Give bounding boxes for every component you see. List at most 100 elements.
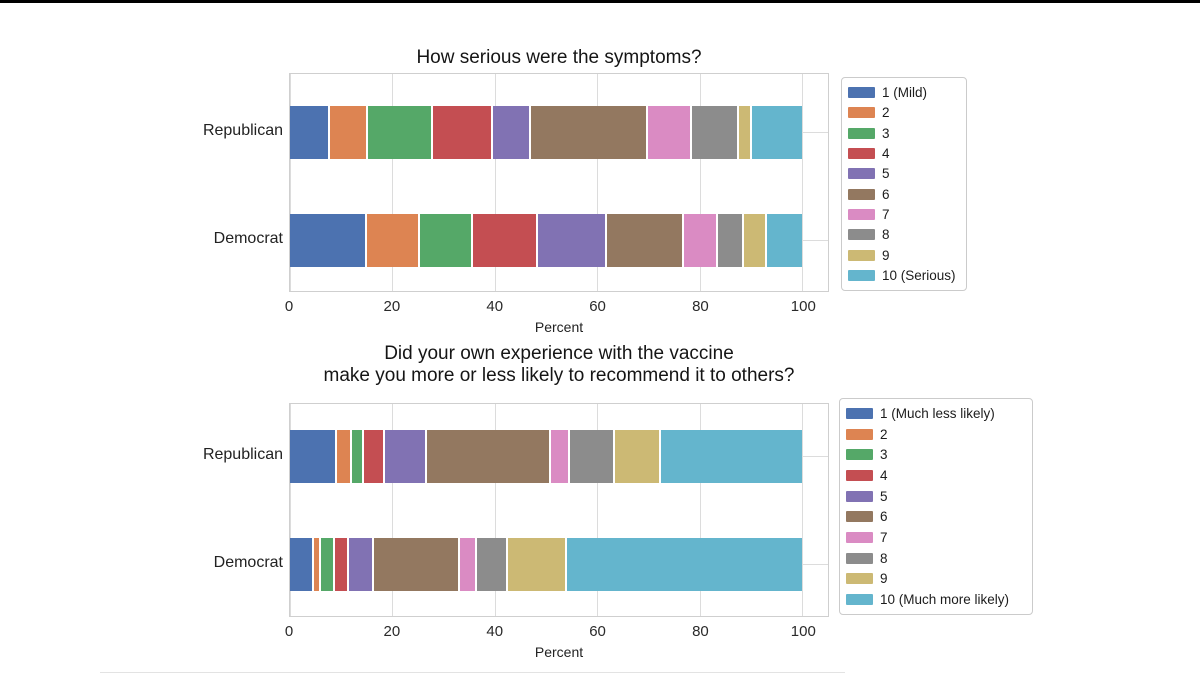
bar-segment: [372, 538, 458, 591]
bar-segment: [750, 106, 803, 159]
chart2-legend: 1 (Much less likely) 2 3 4 5 6 7 8 9 10 (Much mor…: [839, 398, 1033, 615]
x-tick-label: 80: [692, 298, 709, 315]
bar-segment: [361, 430, 384, 483]
legend-label: 3: [882, 125, 890, 141]
legend-item: 4: [848, 146, 962, 161]
x-tick-label: 40: [486, 623, 504, 640]
chart1-x-axis-label: Percent: [534, 319, 584, 335]
bar-segment: [431, 106, 491, 159]
bar-segment: [332, 538, 347, 591]
bar-segment: [364, 214, 419, 267]
chart1-title: How serious were the symptoms?: [289, 47, 829, 69]
bar-segment: [474, 538, 507, 591]
x-tick-label: 60: [589, 298, 606, 315]
legend-swatch: [848, 249, 875, 261]
legend-label: 7: [880, 529, 888, 545]
legend-item: 8: [846, 551, 1028, 566]
legend-swatch: [848, 269, 875, 281]
bar-segment: [564, 538, 803, 591]
legend-label: 4: [882, 145, 890, 161]
legend-swatch: [848, 208, 875, 220]
legend-label: 10 (Serious): [882, 267, 956, 283]
bar-segment: [366, 106, 432, 159]
chart-title-line: How serious were the symptoms?: [416, 47, 702, 68]
legend-label: 2: [880, 426, 888, 442]
bar-segment: [311, 538, 319, 591]
bar-segment: [290, 106, 328, 159]
bar-segment: [742, 214, 765, 267]
legend-label: 1 (Mild): [882, 85, 928, 100]
legend-swatch: [846, 469, 873, 481]
bar-segment: [346, 538, 373, 591]
legend-label: 8: [880, 550, 888, 566]
chart1-plot-area: [289, 73, 829, 292]
legend-swatch: [848, 188, 875, 200]
bar-segment: [568, 430, 613, 483]
bar-segment: [536, 214, 606, 267]
legend-label: 6: [880, 509, 888, 525]
legend-item: 9: [846, 571, 1028, 586]
bar-segment: [548, 430, 569, 483]
gridline-vertical: [290, 74, 291, 291]
legend-swatch: [848, 147, 875, 159]
legend-item: 5: [848, 166, 962, 181]
legend-item: 9: [848, 248, 962, 263]
legend-swatch: [846, 408, 873, 419]
bar-segment: [715, 214, 743, 267]
chart-title-line: make you more or less likely to recommen…: [323, 365, 795, 386]
legend-label: 4: [880, 467, 888, 483]
x-tick-label: 0: [284, 623, 294, 640]
bar-segment: [349, 430, 362, 483]
stacked-bar-democrat: [290, 538, 828, 591]
legend-label: 5: [882, 166, 890, 182]
bar-segment: [457, 538, 475, 591]
legend-label: 10 (Much more likely): [880, 591, 1010, 607]
bar-segment: [490, 106, 529, 159]
legend-swatch: [848, 229, 875, 241]
category-label-republican: Republican: [202, 446, 283, 463]
legend-swatch: [846, 490, 873, 502]
bar-segment: [528, 106, 646, 159]
legend-label: 2: [882, 105, 890, 121]
bar-segment: [335, 430, 350, 483]
bar-segment: [418, 214, 472, 267]
bar-segment: [764, 214, 803, 267]
chart1-legend: 1 (Mild) 2 3 4 5 6 7 8 9 10 (Serious): [841, 77, 967, 291]
legend-swatch: [846, 552, 873, 564]
bar-segment: [690, 106, 737, 159]
chart1-x-axis: 0 20 40 60 80 100: [285, 298, 829, 318]
x-tick-label: 40: [486, 298, 504, 315]
gridline-vertical: [494, 404, 496, 616]
x-tick-label: 80: [692, 623, 709, 640]
legend-item: 7: [848, 207, 962, 222]
bottom-border-rule: [100, 672, 845, 673]
category-label-republican: Republican: [202, 122, 283, 139]
bar-segment: [605, 214, 683, 267]
legend-item: 4: [846, 468, 1028, 483]
bar-segment: [682, 214, 716, 267]
legend-item: 3: [846, 447, 1028, 462]
legend-label: 7: [882, 206, 890, 222]
bar-segment: [290, 430, 336, 483]
gridline-vertical: [802, 404, 804, 616]
bar-segment: [425, 430, 549, 483]
gridline-vertical: [802, 74, 804, 291]
legend-swatch: [848, 87, 875, 98]
legend-swatch: [846, 511, 873, 523]
bar-segment: [506, 538, 565, 591]
legend-label: 3: [880, 447, 888, 463]
legend-item: 10 (Serious): [848, 268, 962, 283]
gridline-vertical: [699, 404, 701, 616]
legend-swatch: [846, 428, 873, 440]
bar-segment: [645, 106, 691, 159]
legend-swatch: [848, 168, 875, 180]
gridline-vertical: [597, 404, 599, 616]
x-tick-label: 0: [284, 298, 294, 315]
legend-label: 8: [882, 227, 890, 243]
legend-item: 1 (Much less likely): [846, 406, 1028, 421]
gridline-vertical: [494, 74, 496, 291]
x-tick-label: 20: [383, 623, 401, 640]
legend-swatch: [846, 531, 873, 543]
x-tick-label: 100: [790, 623, 816, 640]
